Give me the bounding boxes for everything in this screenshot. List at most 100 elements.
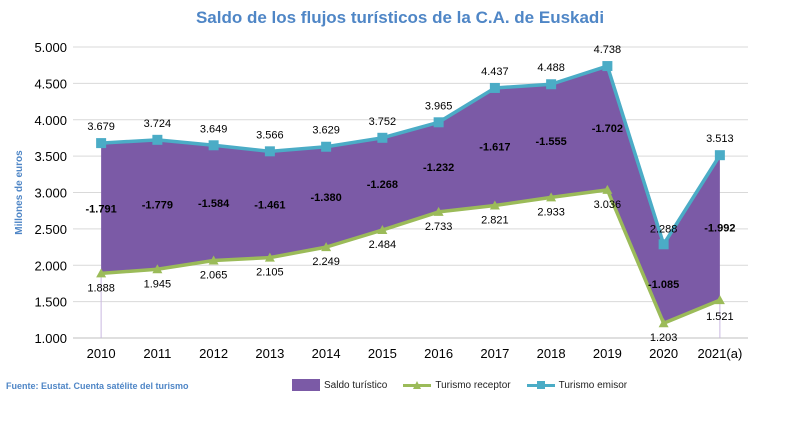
legend-line-receptor [403, 379, 432, 391]
x-tick-label: 2011 [143, 346, 171, 361]
receptor-data-label: 2.105 [256, 267, 284, 279]
legend-label-saldo: Saldo turístico [324, 379, 388, 391]
receptor-data-label: 2.933 [537, 206, 565, 218]
emisor-point [433, 117, 444, 128]
emisor-point [208, 140, 219, 151]
y-tick-label: 1.000 [34, 331, 67, 346]
emisor-data-label: 4.738 [594, 44, 622, 56]
emisor-point [321, 141, 332, 152]
receptor-point [152, 264, 163, 274]
square-marker-icon [536, 381, 545, 389]
legend-item-emisor: Turismo emisor [526, 379, 628, 391]
legend-item-saldo: Saldo turístico [292, 379, 387, 391]
x-tick-label: 2015 [368, 346, 397, 361]
emisor-point [152, 134, 163, 145]
receptor-point [321, 242, 332, 252]
y-tick-label: 4.500 [34, 76, 67, 91]
y-tick-label: 2.000 [34, 258, 67, 273]
legend: Saldo turístico Turismo receptor Turismo… [292, 379, 643, 391]
receptor-line [100, 188, 721, 325]
y-tick-label: 3.500 [34, 149, 67, 164]
y-tick-label: 4.000 [34, 113, 67, 128]
legend-line-emisor [526, 379, 555, 391]
receptor-data-label: 2.484 [369, 239, 397, 251]
legend-swatch-saldo [292, 379, 320, 391]
receptor-data-label: 1.945 [144, 278, 172, 290]
x-tick-label: 2014 [312, 346, 341, 361]
source-note: Fuente: Eustat. Cuenta satélite del turi… [6, 381, 189, 391]
x-tick-label: 2010 [87, 346, 116, 361]
receptor-data-label: 2.065 [200, 270, 228, 282]
receptor-point [96, 268, 107, 278]
emisor-data-label: 3.752 [369, 116, 397, 128]
receptor-data-label: 2.821 [481, 215, 509, 227]
receptor-point [377, 225, 388, 235]
legend-label-emisor: Turismo emisor [558, 379, 628, 391]
triangle-marker-icon [413, 381, 422, 389]
receptor-data-label: 2.733 [425, 221, 453, 233]
saldo-data-label: -1.461 [254, 199, 285, 211]
emisor-line [101, 64, 722, 247]
y-tick-label: 3.000 [34, 186, 67, 201]
x-tick-label: 2016 [424, 346, 453, 361]
receptor-data-label: 2.249 [312, 256, 340, 268]
receptor-data-label: 1.521 [706, 311, 734, 323]
receptor-point [489, 200, 500, 210]
emisor-data-label: 3.629 [312, 125, 340, 137]
saldo-data-label: -1.584 [198, 198, 230, 210]
legend-label-receptor: Turismo receptor [435, 379, 511, 391]
emisor-point [602, 61, 613, 72]
saldo-data-label: -1.702 [592, 123, 623, 135]
x-tick-label: 2013 [255, 346, 284, 361]
x-tick-label: 2020 [649, 346, 678, 361]
y-tick-label: 2.500 [34, 222, 67, 237]
saldo-data-label: -1.992 [704, 223, 735, 235]
x-tick-label: 2021(a) [697, 346, 742, 361]
emisor-point [546, 79, 557, 90]
y-tick-label: 5.000 [34, 40, 67, 55]
receptor-data-label: 1.203 [650, 332, 678, 344]
emisor-data-label: 3.649 [200, 123, 228, 135]
saldo-area [101, 66, 720, 324]
receptor-data-label: 3.036 [594, 199, 622, 211]
emisor-data-label: 3.724 [144, 118, 172, 130]
x-tick-label: 2018 [537, 346, 566, 361]
y-tick-label: 1.500 [34, 295, 67, 310]
saldo-data-label: -1.268 [367, 179, 398, 191]
emisor-data-label: 3.513 [706, 133, 734, 145]
emisor-data-label: 3.679 [87, 121, 115, 133]
saldo-data-label: -1.779 [142, 200, 173, 212]
saldo-data-label: -1.791 [86, 203, 117, 215]
x-tick-label: 2019 [593, 346, 622, 361]
emisor-data-label: 4.437 [481, 66, 509, 78]
y-axis-title: Millones de euros [14, 150, 25, 235]
emisor-point [489, 82, 500, 93]
emisor-data-label: 3.566 [256, 129, 284, 141]
legend-item-receptor: Turismo receptor [403, 379, 511, 391]
saldo-data-label: -1.085 [648, 279, 679, 291]
x-tick-label: 2012 [199, 346, 228, 361]
emisor-data-label: 2.288 [650, 223, 678, 235]
emisor-data-label: 4.488 [537, 62, 565, 74]
receptor-point [208, 255, 219, 265]
emisor-point [264, 146, 275, 157]
saldo-data-label: -1.617 [479, 142, 510, 154]
emisor-point [96, 138, 107, 149]
emisor-point [377, 132, 388, 143]
saldo-data-label: -1.380 [311, 192, 342, 204]
receptor-point [546, 192, 557, 202]
chart-title: Saldo de los flujos turísticos de la C.A… [195, 8, 605, 27]
emisor-data-label: 3.965 [425, 100, 453, 112]
saldo-data-label: -1.232 [423, 162, 454, 174]
receptor-point [714, 295, 725, 305]
emisor-point [658, 239, 669, 250]
x-tick-label: 2017 [480, 346, 509, 361]
saldo-data-label: -1.555 [536, 136, 567, 148]
emisor-point [714, 150, 725, 161]
receptor-point [433, 206, 444, 216]
receptor-point [264, 252, 275, 262]
receptor-point [602, 184, 613, 194]
receptor-data-label: 1.888 [87, 282, 115, 294]
receptor-point [658, 318, 669, 328]
